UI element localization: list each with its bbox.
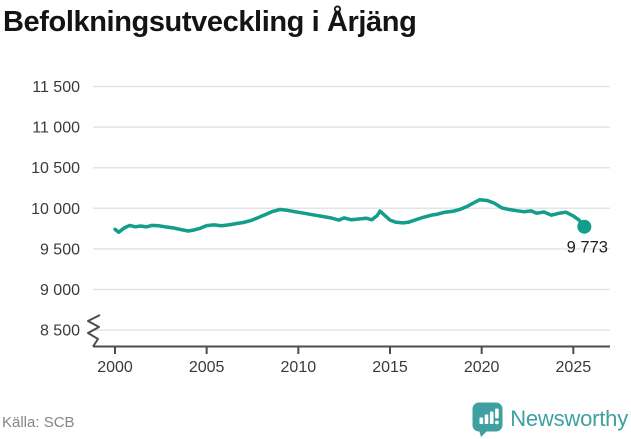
y-tick-label: 11 000 <box>32 120 80 137</box>
gridlines <box>93 85 610 331</box>
source-note: Källa: SCB <box>2 414 75 431</box>
x-tick-label: 2025 <box>556 359 592 376</box>
end-value-label: 9 773 <box>567 239 608 257</box>
x-tick-label: 2010 <box>281 359 317 376</box>
y-tick-label: 11 500 <box>32 79 80 96</box>
x-axis: 2000 2005 2010 2015 2020 2025 <box>93 345 610 376</box>
x-tick-label: 2015 <box>372 359 408 376</box>
newsworthy-logo-icon <box>472 402 503 437</box>
newsworthy-brand: Newsworthy <box>472 401 628 437</box>
y-tick-label: 9 500 <box>40 241 80 258</box>
end-point-dot <box>577 219 592 234</box>
x-tick-label: 2005 <box>189 359 225 376</box>
population-line <box>113 197 587 234</box>
x-tick-label: 2020 <box>464 359 500 376</box>
y-tick-label: 9 000 <box>40 282 80 299</box>
axis-break-zigzag <box>87 314 101 348</box>
chart-title: Befolkningsutveckling i Årjäng <box>3 6 417 38</box>
axis-break-icon <box>87 314 101 348</box>
y-tick-label: 10 000 <box>31 201 80 218</box>
y-tick-label: 10 500 <box>31 160 80 177</box>
newsworthy-wordmark: Newsworthy <box>510 406 628 431</box>
population-line-series <box>113 197 592 234</box>
end-value-annotation: 9 773 <box>567 239 608 257</box>
y-axis-labels: 11 500 11 000 10 500 10 000 9 500 9 000 8 500 <box>31 79 80 340</box>
x-tick-label: 2000 <box>97 359 133 376</box>
y-tick-label: 8 500 <box>40 323 80 340</box>
